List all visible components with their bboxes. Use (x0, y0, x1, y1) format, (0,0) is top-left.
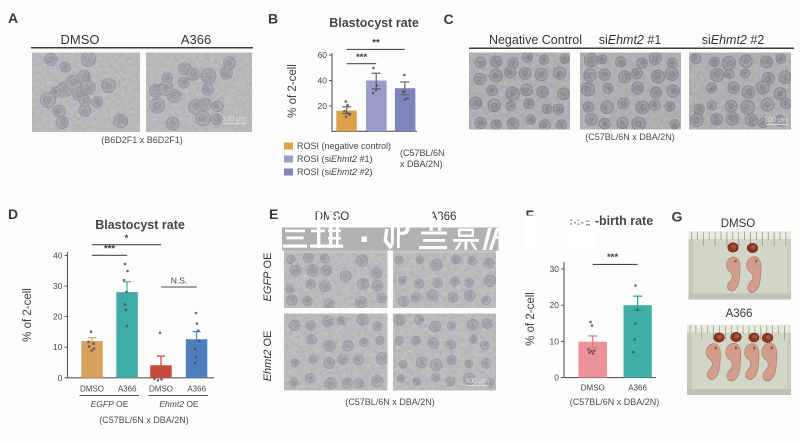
svg-text:10: 10 (550, 336, 560, 346)
svg-text:0: 0 (554, 373, 559, 383)
svg-text:(B6D2F1 x B6D2F1): (B6D2F1 x B6D2F1) (101, 135, 183, 145)
svg-text:Blastocyst rate: Blastocyst rate (95, 218, 185, 232)
svg-text:A366: A366 (118, 385, 137, 394)
svg-text:60: 60 (318, 50, 328, 60)
svg-text:(C57BL/6N x DBA/2N): (C57BL/6N x DBA/2N) (99, 415, 189, 425)
svg-text:40: 40 (53, 250, 63, 260)
svg-text:40: 40 (318, 76, 328, 86)
svg-text:***: *** (356, 52, 367, 63)
svg-text:(C57BL/6N x DBA/2N): (C57BL/6N x DBA/2N) (585, 132, 675, 142)
svg-text:DMSO: DMSO (80, 385, 104, 394)
svg-text:D: D (8, 206, 18, 222)
svg-text:100 μm: 100 μm (765, 117, 789, 124)
svg-text:***: *** (607, 252, 618, 263)
svg-text:ROSI (negative control): ROSI (negative control) (297, 141, 391, 151)
svg-text:EGFP OE: EGFP OE (91, 399, 129, 409)
svg-text:(C57BL/6N x DBA/2N): (C57BL/6N x DBA/2N) (345, 397, 435, 407)
svg-text:EGFP OE: EGFP OE (262, 253, 274, 302)
svg-text:A366: A366 (430, 211, 457, 223)
svg-text:siEhmt2 #1: siEhmt2 #1 (599, 33, 662, 47)
svg-text:% of 2-cell: % of 2-cell (525, 292, 537, 346)
svg-text:N.S.: N.S. (171, 276, 188, 286)
svg-text:C: C (444, 11, 454, 27)
svg-text:DMSO: DMSO (581, 383, 605, 392)
svg-text:Ehmt2 OE: Ehmt2 OE (159, 399, 199, 409)
svg-text:DMSO: DMSO (721, 218, 756, 230)
svg-text:F: F (526, 207, 535, 223)
svg-text:% of 2-cell: % of 2-cell (22, 288, 34, 342)
svg-text:A366: A366 (628, 383, 647, 392)
svg-text:ROSI (siEhmt2 #1): ROSI (siEhmt2 #1) (297, 154, 373, 164)
svg-text:B: B (268, 11, 278, 27)
svg-text:10: 10 (53, 342, 63, 352)
svg-text:500 μm: 500 μm (466, 378, 490, 385)
svg-text:A366: A366 (181, 32, 211, 47)
svg-text:% of 2-cell: % of 2-cell (287, 64, 299, 118)
svg-text:A366: A366 (187, 385, 206, 394)
svg-text:Blastocyst rate: Blastocyst rate (329, 16, 419, 30)
svg-text:**: ** (372, 38, 380, 49)
svg-text:***: *** (104, 244, 115, 255)
svg-text:(C57BL/6N: (C57BL/6N (400, 148, 445, 158)
svg-text:DMSO: DMSO (61, 32, 100, 47)
svg-text:ROSI (siEhmt2 #2): ROSI (siEhmt2 #2) (297, 167, 373, 177)
svg-text:G: G (672, 209, 683, 225)
svg-text:20: 20 (318, 101, 328, 111)
svg-text:x DBA/2N): x DBA/2N) (400, 159, 443, 169)
svg-text:siEhmt2 #2: siEhmt2 #2 (702, 33, 765, 47)
svg-text:20: 20 (53, 312, 63, 322)
svg-text:A: A (8, 10, 18, 26)
svg-text:0: 0 (58, 373, 63, 383)
svg-text:Negative Control: Negative Control (489, 33, 582, 47)
svg-text:30: 30 (550, 264, 560, 274)
svg-text:100 μm: 100 μm (223, 116, 247, 123)
svg-text:E: E (269, 206, 278, 222)
svg-text:A366: A366 (726, 308, 753, 320)
svg-text:(C57BL/6N x DBA/2N): (C57BL/6N x DBA/2N) (570, 397, 660, 407)
svg-text:20: 20 (550, 300, 560, 310)
svg-text:Ehmt2 OE: Ehmt2 OE (262, 331, 274, 382)
svg-text:30: 30 (53, 281, 63, 291)
svg-text:DMSO: DMSO (149, 385, 173, 394)
svg-text:*: * (125, 233, 129, 244)
